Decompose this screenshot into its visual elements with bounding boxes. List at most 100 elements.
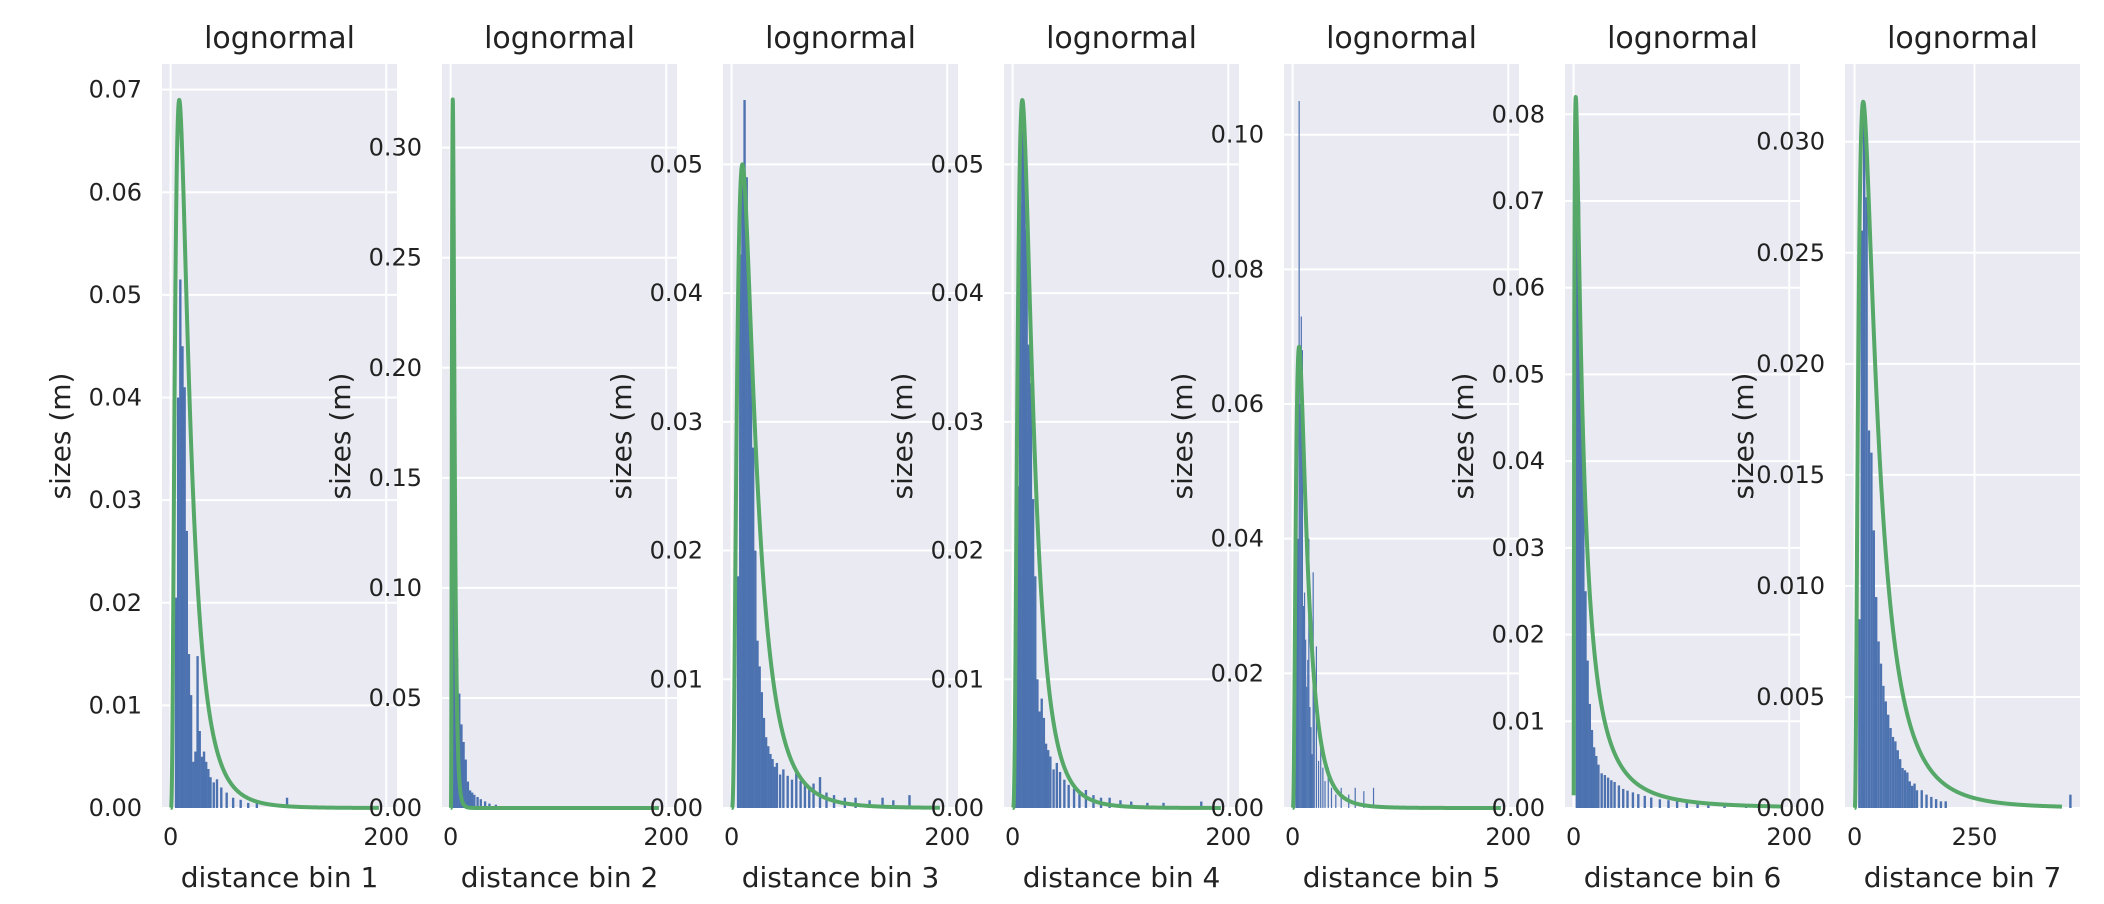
subplot-3: 0.00 0.01 0.02 0.03 0.04 0.05 0 200 lognormal dis… — [605, 21, 970, 894]
lognormal-fit-line — [1852, 99, 2064, 810]
chart-title: lognormal — [1326, 21, 1477, 56]
lognormal-fit-line — [1571, 95, 1784, 809]
histogram-bar — [1372, 787, 1375, 808]
histogram-bar — [803, 784, 807, 808]
histogram-bar — [1327, 767, 1329, 808]
histogram-bar — [1934, 799, 1938, 808]
histogram-bar — [1308, 538, 1310, 808]
histogram-bar — [1324, 781, 1326, 808]
histogram-bar — [1650, 797, 1653, 808]
plot-area — [1565, 64, 1800, 808]
y-tick-label: 0.000 — [1756, 794, 1825, 822]
histogram-bar — [462, 741, 465, 808]
histogram-bar — [1894, 741, 1897, 808]
plot-area — [442, 64, 677, 808]
histogram-bar — [1889, 728, 1892, 808]
y-tick-label: 0.06 — [1211, 390, 1264, 418]
histogram-bar — [488, 803, 491, 808]
histogram-bar — [1588, 703, 1591, 808]
lognormal-fit-line — [1010, 98, 1223, 810]
histogram-bar — [460, 724, 463, 808]
chart-title: lognormal — [1887, 21, 2038, 56]
histogram-bar — [1879, 663, 1883, 808]
histogram-bar — [476, 796, 479, 808]
histogram-bar — [1590, 729, 1594, 808]
histogram-bar — [808, 787, 811, 808]
histogram-bar — [468, 790, 472, 808]
histogram-bar — [773, 766, 776, 808]
y-tick-label: 0.06 — [1492, 274, 1545, 302]
y-tick-label: 0.07 — [1492, 187, 1545, 215]
histogram-bar — [1606, 777, 1610, 808]
x-tick-label: 200 — [1485, 823, 1531, 851]
histogram-bar — [1592, 747, 1596, 808]
histogram-bar — [745, 177, 748, 808]
histogram-bar — [466, 781, 470, 808]
y-tick-label: 0.20 — [369, 354, 422, 382]
y-tick-label: 0.25 — [369, 244, 422, 272]
x-tick-label: 200 — [1205, 823, 1251, 851]
histogram-bar — [1577, 201, 1581, 809]
histogram-bar — [220, 787, 223, 808]
histogram-bar — [756, 640, 759, 808]
histogram-bar — [1910, 785, 1914, 808]
histogram-bar — [1595, 755, 1598, 808]
histogram-bar — [1584, 591, 1587, 808]
x-axis-label: distance bin 2 — [461, 861, 659, 894]
histogram-bar — [239, 799, 242, 808]
histogram-bar — [790, 779, 794, 808]
y-axis-label: sizes (m) — [44, 373, 77, 500]
chart-title: lognormal — [1607, 21, 1758, 56]
histogram-bar — [1031, 499, 1035, 808]
histogram-bar — [205, 761, 208, 808]
histogram-bar — [181, 346, 184, 808]
lognormal-fit-line — [1290, 344, 1503, 810]
histogram-bar — [754, 550, 757, 808]
histogram-bar — [192, 761, 195, 808]
y-tick-label: 0.07 — [89, 76, 142, 104]
histogram-bar — [1675, 801, 1679, 808]
plot-area — [162, 64, 397, 808]
lognormal-fit-line — [729, 162, 942, 810]
histogram-bar — [1036, 679, 1039, 808]
x-tick-label: 200 — [643, 823, 689, 851]
histogram-bar — [1575, 114, 1579, 809]
x-axis-label: distance bin 5 — [1303, 861, 1501, 894]
histogram-bar — [908, 795, 911, 808]
x-axis-label: distance bin 4 — [1023, 861, 1221, 894]
histogram-bar — [1317, 760, 1320, 808]
y-tick-label: 0.03 — [931, 408, 984, 436]
x-tick-label: 200 — [1766, 823, 1812, 851]
y-tick-label: 0.010 — [1756, 572, 1825, 600]
x-tick-label: 200 — [924, 823, 970, 851]
histogram-bar — [1130, 801, 1133, 808]
histogram-bar — [1047, 750, 1050, 808]
chart-title: lognormal — [484, 21, 635, 56]
subplot-6: 0.00 0.01 0.02 0.03 0.04 0.05 0.06 0.07 0.08 0 200… — [1447, 21, 1812, 894]
histogram-bar — [473, 794, 476, 808]
histogram-bar — [225, 792, 228, 808]
histogram-bar — [1886, 714, 1890, 808]
histogram-bar — [231, 797, 235, 808]
histogram-bar — [1908, 781, 1911, 808]
plot-area — [1845, 64, 2080, 808]
lognormal-fit-line — [448, 97, 661, 810]
histogram-bar — [198, 731, 201, 808]
histogram-bar — [1354, 787, 1356, 808]
y-tick-label: 0.02 — [1492, 621, 1545, 649]
y-tick-label: 0.01 — [650, 665, 703, 693]
histogram-bar — [1018, 203, 1022, 808]
y-tick-label: 0.04 — [1211, 525, 1264, 553]
histogram-bar — [739, 254, 742, 808]
x-tick-label: 0 — [443, 823, 458, 851]
histogram-bar — [1858, 619, 1861, 808]
histogram-bar — [1023, 138, 1026, 808]
histogram-bar — [812, 783, 815, 808]
histogram-bar — [1309, 707, 1311, 808]
histogram-bar — [1310, 727, 1312, 808]
histogram-bar — [769, 753, 772, 808]
histogram-bar — [1617, 785, 1621, 808]
histogram-bar — [1901, 768, 1904, 808]
plot-area — [1004, 64, 1239, 808]
